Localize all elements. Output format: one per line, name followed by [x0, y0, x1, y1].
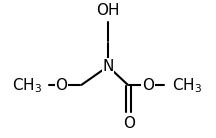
- Text: CH$_3$: CH$_3$: [172, 76, 202, 95]
- Text: O: O: [55, 78, 67, 93]
- Text: CH$_3$: CH$_3$: [12, 76, 42, 95]
- Text: O: O: [123, 116, 135, 131]
- Text: O: O: [142, 78, 154, 93]
- Text: OH: OH: [96, 3, 120, 18]
- Text: N: N: [102, 59, 114, 74]
